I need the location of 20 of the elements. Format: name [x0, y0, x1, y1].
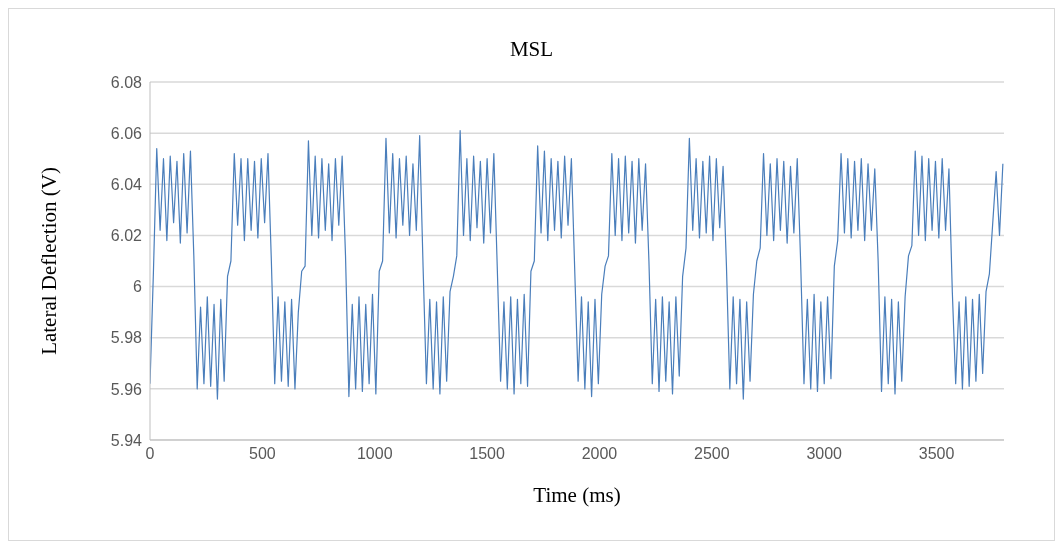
y-tick-label: 5.94: [110, 431, 143, 449]
y-tick-label: 6.04: [110, 175, 143, 193]
x-tick-label: 0: [145, 445, 155, 463]
y-tick-label: 6: [133, 278, 143, 296]
x-tick-label: 500: [249, 445, 276, 463]
line-series: [150, 129, 1004, 400]
x-tick-label: 1000: [356, 445, 393, 463]
x-tick-label: 1500: [469, 445, 505, 463]
y-tick-label: 6.06: [110, 124, 143, 142]
y-axis-title: Lateral Deflection (V): [37, 167, 62, 355]
x-tick-label: 2500: [694, 445, 730, 463]
x-tick-label: 2000: [581, 445, 618, 463]
y-tick-label: 5.96: [110, 380, 143, 398]
chart-title: MSL: [508, 37, 555, 62]
y-tick-label: 6.02: [110, 227, 143, 245]
y-tick-label: 6.08: [110, 73, 143, 91]
x-tick-label: 3500: [918, 445, 955, 463]
x-axis-title: Time (ms): [533, 483, 621, 507]
x-tick-label: 3000: [806, 445, 843, 463]
y-tick-label: 5.98: [110, 329, 143, 347]
